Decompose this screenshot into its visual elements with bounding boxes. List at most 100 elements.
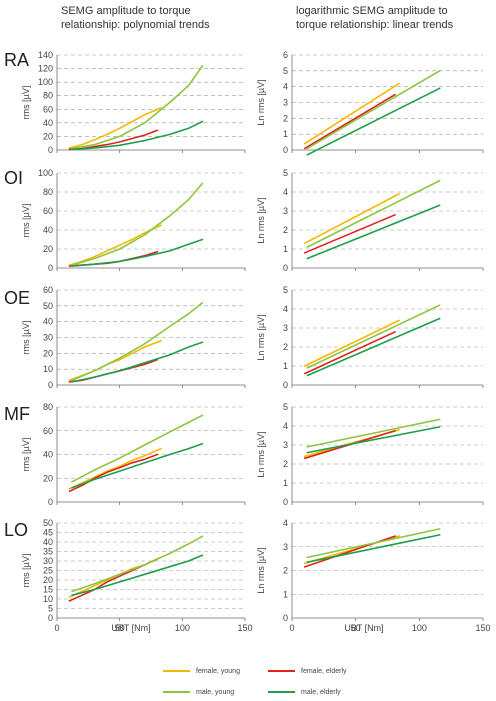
lo-left-series-male-elderly [71,554,204,597]
legend-label-female-young: female, young [196,668,240,675]
ra-left-series-male-young [71,65,204,150]
row-label-ra: RA [4,50,29,70]
legend: female, young female, elderly male, youn… [163,668,347,696]
lo-left-y-tick-label: 20 [43,575,53,585]
ra-left-y-axis-label: rms [µV] [21,86,31,120]
ra-right-y-tick-label: 1 [283,129,288,139]
left-column-title-line-2: relationship: polynomial trends [61,19,210,31]
left-x-axis-label: UBT [Nm] [111,623,150,633]
mf-left-series-male-young [71,414,204,483]
mf-right-y-tick-label: 5 [283,402,288,412]
oe-right-y-tick-label: 4 [283,304,288,314]
oe-right-y-tick-label: 5 [283,285,288,295]
lo-right-y-tick-label: 3 [283,542,288,552]
lo-left-y-tick-label: 25 [43,566,53,576]
oi-right-y-tick-label: 3 [283,206,288,216]
ra-left-series-male-elderly [71,120,204,151]
ra-right-y-axis-label: Ln rms [µV] [256,79,266,125]
lo-right-x-tick-label: 100 [412,623,427,633]
oe-right-series-female-young [303,319,400,367]
ra-right-y-tick-label: 6 [283,50,288,60]
lo-left-y-tick-label: 10 [43,594,53,604]
oe-right-series-male-elderly [306,317,441,377]
mf-right-y-tick-label: 0 [283,497,288,507]
ra-right-y-tick-label: 5 [283,66,288,76]
row-label-lo: LO [4,520,28,540]
oi-right-y-tick-label: 4 [283,187,288,197]
ra-right-series-female-elderly [303,93,396,150]
mf-left-y-tick-label: 60 [43,426,53,436]
lo-left-y-tick-label: 0 [48,613,53,623]
legend-label-female-elderly: female, elderly [301,668,347,675]
right-x-axis-label: UBT [Nm] [344,623,383,633]
mf-left-series-male-elderly [71,442,204,489]
oe-right-y-tick-label: 3 [283,323,288,333]
mf-right-y-tick-label: 1 [283,478,288,488]
ra-left-y-tick-label: 20 [43,131,53,141]
oi-left-y-tick-label: 100 [38,168,53,178]
oe-right-series-male-young [306,304,441,369]
ra-left-series-female-young [68,107,162,149]
mf-right-y-tick-label: 4 [283,421,288,431]
mf-right-series-male-young [306,418,441,448]
ra-right-series-male-elderly [306,87,441,156]
lo-left-y-tick-label: 45 [43,528,53,538]
oe-left-y-tick-label: 30 [43,333,53,343]
ra-left-y-tick-label: 40 [43,118,53,128]
oe-right-y-tick-label: 0 [283,380,288,390]
oe-left-y-tick-label: 40 [43,317,53,327]
ra-right-y-tick-label: 2 [283,113,288,123]
oe-left-series-male-elderly [71,341,204,383]
oe-left-y-tick-label: 60 [43,285,53,295]
oi-left-y-tick-label: 80 [43,187,53,197]
oe-left-series-male-young [71,301,204,382]
lo-right-y-tick-label: 4 [283,518,288,528]
ra-left-y-tick-label: 0 [48,145,53,155]
oi-right-y-tick-label: 5 [283,168,288,178]
oi-right-y-tick-label: 0 [283,263,288,273]
lo-right-x-tick-label: 0 [289,623,294,633]
mf-left-series-female-young [68,447,162,490]
row-label-mf: MF [4,404,30,424]
lo-left-y-tick-label: 35 [43,547,53,557]
oe-right-y-axis-label: Ln rms [µV] [256,314,266,360]
oi-right-series-female-young [303,193,400,245]
left-column-title-line-1: SEMG amplitude to torque [61,5,191,17]
lo-left-y-tick-label: 50 [43,518,53,528]
mf-left-y-tick-label: 80 [43,402,53,412]
oe-right-y-tick-label: 2 [283,342,288,352]
lo-right-y-tick-label: 2 [283,566,288,576]
oe-left-y-tick-label: 10 [43,364,53,374]
oi-right-y-tick-label: 1 [283,244,288,254]
oi-right-series-female-elderly [303,214,396,254]
oe-left-y-tick-label: 50 [43,301,53,311]
oi-left-series-male-elderly [71,238,204,267]
lo-right-series-male-young [306,528,441,559]
right-column-title-line-1: logarithmic SEMG amplitude to [296,5,448,17]
mf-right-y-tick-label: 3 [283,440,288,450]
oi-right-series-male-young [306,179,441,248]
oi-right-y-tick-label: 2 [283,225,288,235]
legend-label-male-elderly: male, elderly [301,689,341,696]
right-column-title-line-2: torque relationship: linear trends [296,19,454,31]
oi-left-series-female-young [68,224,162,266]
oe-left-y-axis-label: rms [µV] [21,321,31,355]
oe-right-y-tick-label: 1 [283,361,288,371]
ra-right-y-tick-label: 4 [283,82,288,92]
mf-right-y-axis-label: Ln rms [µV] [256,431,266,477]
row-label-oe: OE [4,288,30,308]
oe-left-y-tick-label: 0 [48,380,53,390]
ra-left-y-tick-label: 100 [38,77,53,87]
lo-left-y-tick-label: 5 [48,604,53,614]
ra-right-y-tick-label: 3 [283,98,288,108]
lo-left-y-tick-label: 40 [43,537,53,547]
lo-left-x-tick-label: 100 [175,623,190,633]
mf-left-y-tick-label: 20 [43,473,53,483]
ra-right-y-tick-label: 0 [283,145,288,155]
lo-left-series-male-young [71,535,204,593]
oe-left-y-tick-label: 20 [43,348,53,358]
lo-left-x-tick-label: 0 [54,623,59,633]
oe-right-series-female-elderly [303,330,396,375]
